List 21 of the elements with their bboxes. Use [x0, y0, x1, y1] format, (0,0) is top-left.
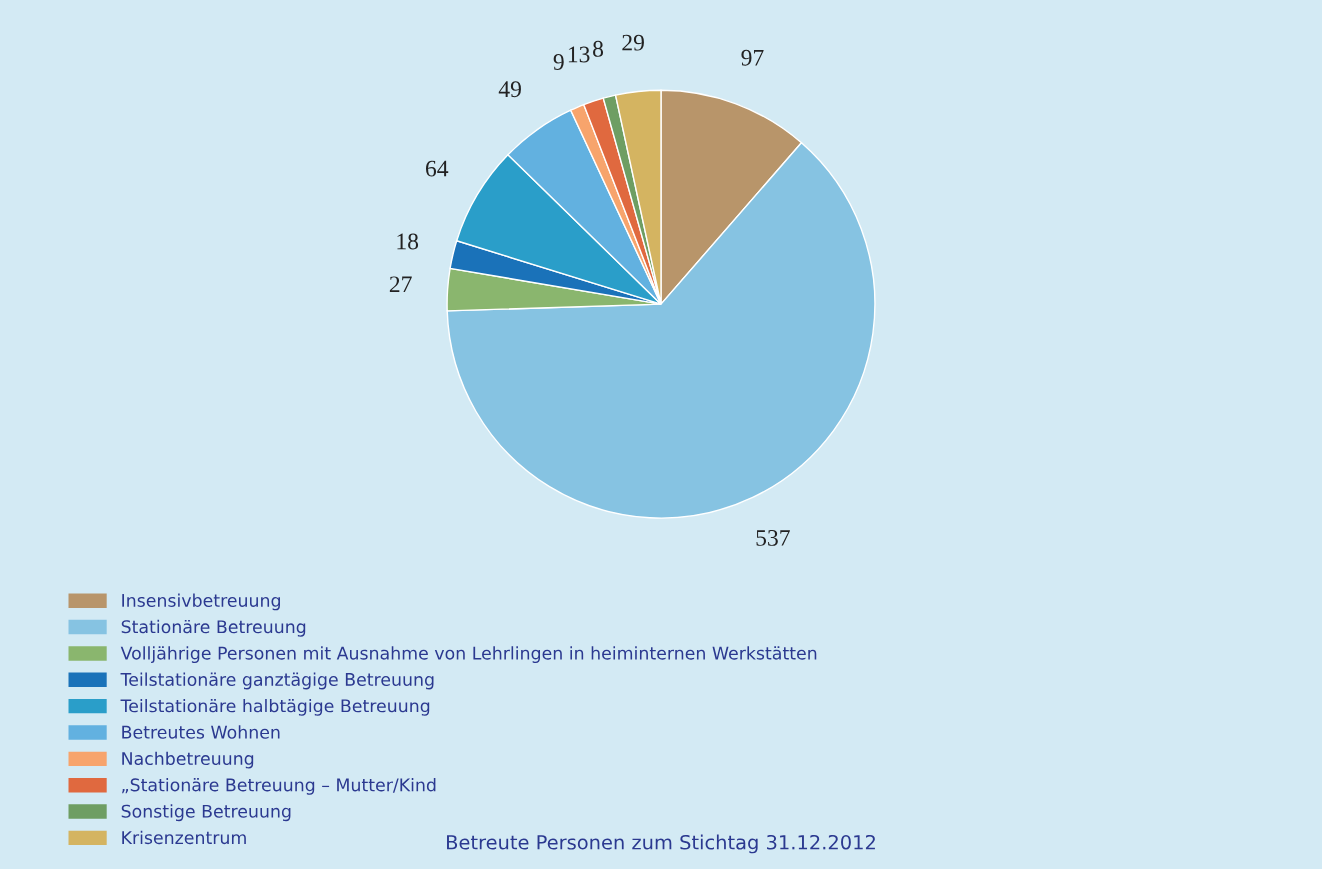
data-label: 8: [593, 40, 604, 57]
data-label: 18: [397, 233, 419, 250]
data-label: 97: [741, 49, 764, 66]
data-label: 64: [425, 160, 449, 177]
legend-label: Teilstationäre ganztägige Betreuung: [120, 672, 434, 690]
data-label: 13: [568, 46, 590, 63]
legend-label: „Stationäre Betreuung – Mutter/Kind: [122, 777, 436, 795]
text: Betreute Personen zum Stichtag 31.12.2012: [447, 834, 875, 854]
legend-label: Insensivbetreuung: [122, 593, 280, 611]
data-label: 27: [389, 276, 412, 293]
legend-label: Stationäre Betreuung: [121, 619, 306, 637]
legend-label: Betreutes Wohnen: [122, 725, 280, 739]
legend-label: Nachbetreuung: [122, 751, 254, 769]
data-label: 29: [622, 34, 644, 51]
legend-label: Krisenzentrum: [122, 830, 246, 845]
data-label: 537: [756, 529, 790, 546]
data-label: 9: [553, 54, 564, 70]
legend-label: Volljährige Personen mit Ausnahme von Lehrlingen in heiminternen Werkstätten: [120, 646, 817, 664]
legend-label: Sonstige Betreuung: [121, 804, 291, 822]
data-label: 49: [498, 81, 521, 98]
legend-label: Teilstationäre halbtägige Betreuung: [120, 698, 430, 716]
